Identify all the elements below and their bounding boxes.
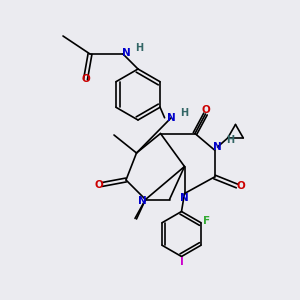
- Text: N: N: [122, 47, 131, 58]
- Text: N: N: [213, 142, 222, 152]
- Text: O: O: [201, 105, 210, 116]
- Text: O: O: [81, 74, 90, 85]
- Text: N: N: [138, 196, 147, 206]
- Text: H: H: [135, 43, 144, 53]
- Text: H: H: [180, 108, 188, 118]
- Text: F: F: [203, 216, 211, 226]
- Text: N: N: [167, 113, 176, 123]
- Text: O: O: [94, 179, 103, 190]
- Text: H: H: [226, 135, 234, 146]
- Text: N: N: [180, 193, 189, 203]
- Text: O: O: [236, 181, 245, 191]
- Text: I: I: [180, 257, 183, 267]
